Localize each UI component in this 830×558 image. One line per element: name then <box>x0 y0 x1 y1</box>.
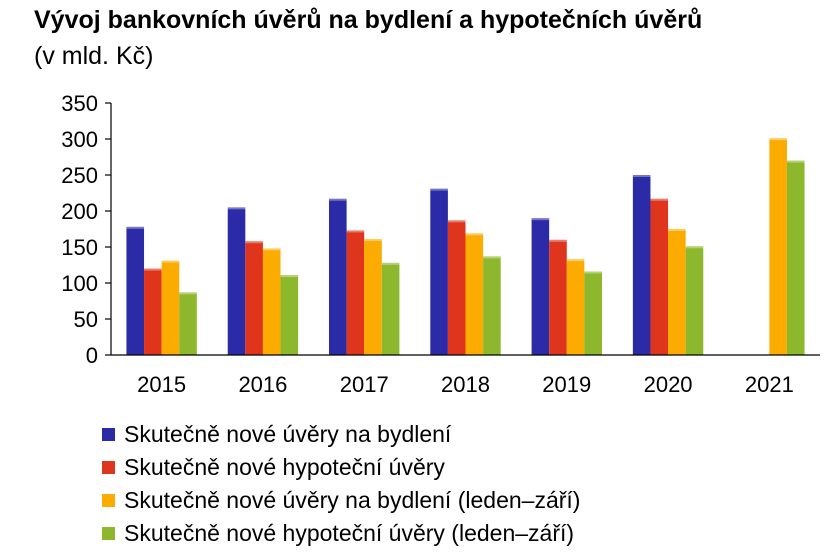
bar-highlight <box>161 260 180 263</box>
bar-highlight <box>531 218 550 221</box>
y-tick-label: 300 <box>61 127 98 152</box>
y-tick-label: 0 <box>86 343 98 368</box>
bar-2015-series-4 <box>179 292 197 355</box>
bar-highlight <box>650 198 669 201</box>
bar-highlight <box>227 207 246 210</box>
bar-highlight <box>465 233 484 236</box>
bar-highlight <box>566 259 585 262</box>
bar-2019-series-4 <box>584 271 602 355</box>
bar-highlight <box>483 256 501 259</box>
bar-2019-series-3 <box>566 259 585 355</box>
y-tick-label: 350 <box>61 91 98 116</box>
bar-highlight <box>346 230 365 233</box>
bar-highlight <box>769 138 787 141</box>
bar-2018-series-3 <box>465 233 484 355</box>
bar-highlight <box>364 239 382 242</box>
legend-item: Skutečně nové hypoteční úvěry (leden–zář… <box>102 517 580 550</box>
bar-2017-series-4 <box>381 262 400 355</box>
legend-item: Skutečně nové úvěry na bydlení (leden–zá… <box>102 484 580 517</box>
y-tick-label: 200 <box>61 199 98 224</box>
legend-label: Skutečně nové hypoteční úvěry <box>124 454 445 480</box>
bar-2018-series-4 <box>483 256 501 355</box>
bar-2018-series-2 <box>447 220 466 355</box>
bar-2018-series-1 <box>430 188 448 355</box>
bar-2020-series-2 <box>650 198 669 355</box>
bar-2017-series-2 <box>346 230 365 355</box>
bar-highlight <box>447 220 466 223</box>
y-tick-label: 100 <box>61 271 98 296</box>
x-tick-label: 2020 <box>644 372 693 397</box>
bar-chart: 0 50 100 150 200 250 300 350 2015 2016 2017 2018 201… <box>61 91 820 397</box>
chart-title: Vývoj bankovních úvěrů na bydlení a hypo… <box>34 6 703 34</box>
x-tick-label: 2015 <box>137 372 186 397</box>
y-tick-label: 50 <box>74 307 98 332</box>
bar-highlight <box>179 292 197 295</box>
bar-highlight <box>144 268 162 271</box>
x-tick-label: 2017 <box>340 372 389 397</box>
x-tick-label: 2021 <box>745 372 794 397</box>
bar-highlight <box>668 229 686 231</box>
x-tick-label: 2018 <box>441 372 490 397</box>
bar-2017-series-3 <box>364 239 382 355</box>
bar-highlight <box>262 248 281 251</box>
legend-item: Skutečně nové úvěry na bydlení <box>102 418 580 451</box>
legend-label: Skutečně nové úvěry na bydlení <box>124 421 452 447</box>
x-tick-label: 2019 <box>542 372 591 397</box>
bar-highlight <box>549 239 567 242</box>
bar-2015-series-1 <box>126 226 145 355</box>
y-tick-label: 250 <box>61 163 98 188</box>
bar-2020-series-4 <box>685 246 704 355</box>
x-tick-label: 2016 <box>238 372 287 397</box>
bar-highlight <box>584 271 602 274</box>
chart-legend: Skutečně nové úvěry na bydlení Skutečně n… <box>102 418 580 550</box>
legend-swatch <box>102 527 115 540</box>
legend-swatch <box>102 494 115 507</box>
bar-2020-series-3 <box>668 229 686 355</box>
bar-2016-series-2 <box>245 241 263 355</box>
bar-2016-series-3 <box>262 248 281 355</box>
bar-highlight <box>786 160 805 163</box>
chart-subtitle: (v mld. Kč) <box>34 42 154 70</box>
bar-2020-series-1 <box>632 175 651 355</box>
bar-highlight <box>685 246 704 249</box>
bar-2015-series-3 <box>161 260 180 355</box>
bar-highlight <box>632 175 651 177</box>
bar-highlight <box>126 226 145 229</box>
bar-highlight <box>245 241 263 244</box>
bar-2019-series-2 <box>549 239 567 355</box>
bar-highlight <box>329 198 347 201</box>
bar-2019-series-1 <box>531 218 550 355</box>
legend-label: Skutečně nové hypoteční úvěry (leden–zář… <box>124 520 575 546</box>
bar-2016-series-4 <box>280 275 299 355</box>
legend-item: Skutečně nové hypoteční úvěry <box>102 451 580 484</box>
bar-2017-series-1 <box>329 198 347 355</box>
legend-label: Skutečně nové úvěry na bydlení (leden–zá… <box>124 487 581 513</box>
bar-2016-series-1 <box>227 207 246 355</box>
legend-swatch <box>102 428 115 441</box>
bar-2021-series-4 <box>786 160 805 355</box>
bar-highlight <box>280 275 299 278</box>
legend-swatch <box>102 461 115 474</box>
bar-2021-series-3 <box>769 138 787 355</box>
bar-2015-series-2 <box>144 268 162 355</box>
y-tick-label: 150 <box>61 235 98 260</box>
bar-highlight <box>430 188 448 191</box>
bar-highlight <box>381 262 400 265</box>
